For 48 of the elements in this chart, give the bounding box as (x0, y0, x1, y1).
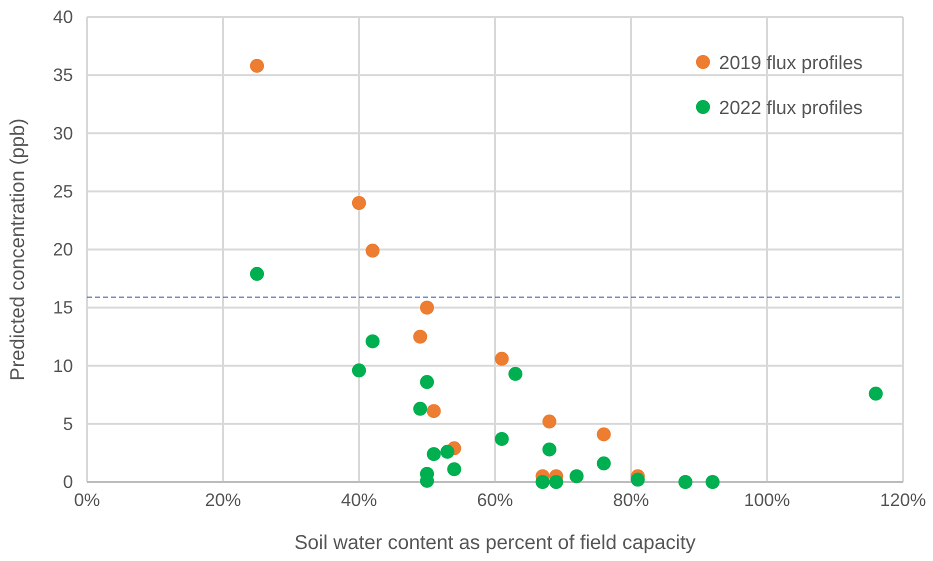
point (536, 475, 550, 489)
point (706, 475, 720, 489)
point (352, 363, 366, 378)
point (630, 472, 645, 487)
x-axis-title: Soil water content as percent of field capacity (294, 532, 696, 554)
point (494, 352, 509, 366)
point (413, 330, 428, 344)
y-axis-title: Predicted concentration (ppb) (7, 118, 29, 381)
legend-label: 2022 flux profiles (719, 98, 863, 119)
point (542, 442, 556, 456)
y-tick-label: 0 (62, 472, 73, 492)
point (494, 432, 509, 446)
y-tick-label: 5 (62, 414, 73, 434)
point (250, 58, 264, 73)
x-tick-label: 20% (204, 490, 242, 510)
point (426, 404, 441, 418)
x-tick-label: 60% (476, 490, 514, 510)
point (549, 475, 564, 489)
y-tick-label: 40 (52, 7, 73, 27)
y-tick-label: 25 (52, 181, 73, 202)
point (440, 444, 454, 459)
x-tick-label: 100% (744, 490, 790, 510)
point (250, 266, 264, 281)
y-tick-label: 35 (52, 65, 73, 86)
point (426, 447, 441, 462)
x-tick-label: 80% (612, 490, 650, 510)
legend-label: 2019 flux profiles (719, 53, 863, 74)
point (508, 366, 522, 381)
point (542, 414, 556, 429)
x-tick-label: 120% (880, 490, 926, 510)
point (868, 386, 883, 401)
point (678, 475, 692, 489)
x-tick-label: 0% (74, 490, 100, 510)
point (420, 375, 434, 390)
point (352, 196, 366, 210)
point (596, 456, 611, 470)
y-tick-label: 30 (52, 123, 73, 144)
point (570, 469, 584, 484)
point (413, 402, 428, 416)
point (420, 300, 434, 315)
x-tick-label: 40% (340, 490, 378, 510)
y-tick-label: 15 (52, 298, 73, 318)
point (366, 334, 380, 348)
y-tick-label: 10 (52, 356, 73, 376)
point (447, 462, 462, 476)
point (366, 244, 380, 258)
point (596, 427, 611, 442)
y-tick-label: 20 (52, 240, 73, 260)
